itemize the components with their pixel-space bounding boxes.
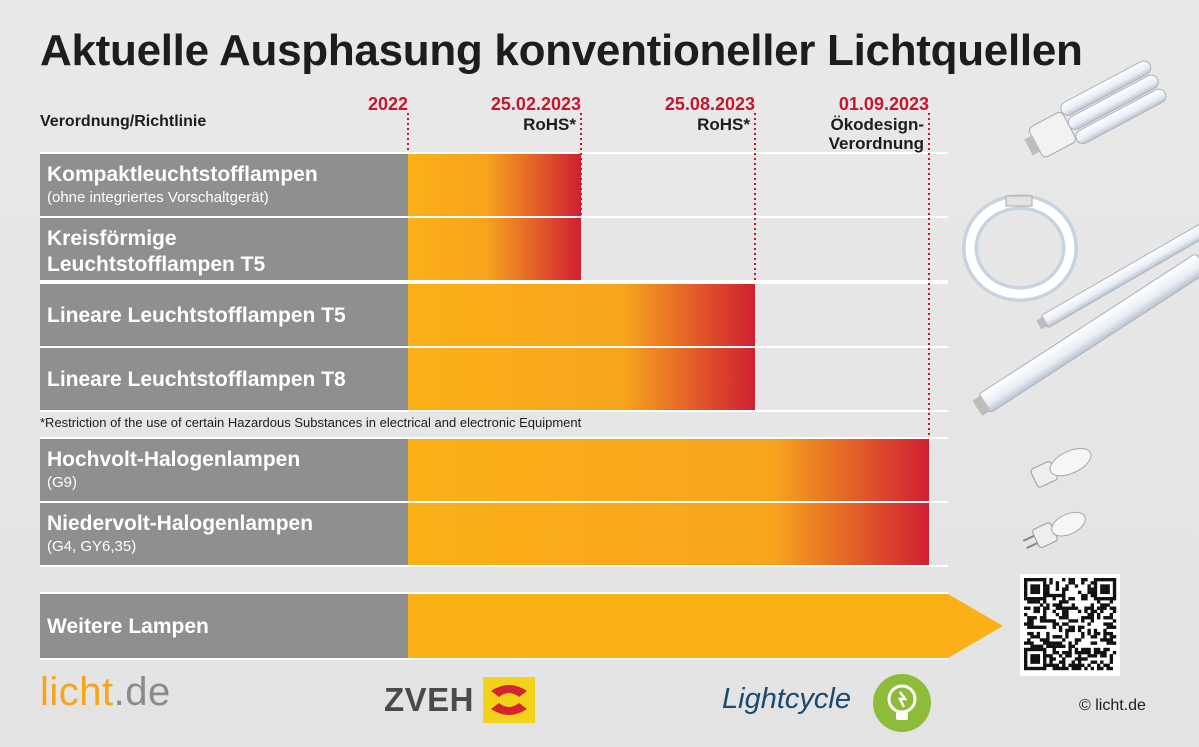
chart-row: Weitere Lampen [40,592,1003,660]
row-label: Hochvolt-Halogenlampen [47,448,300,471]
chart-row: Kreisförmige Leuchtstofflampen T5 [40,216,948,282]
row-label: Kreisförmige [47,227,177,250]
copyright: © licht.de [1079,697,1146,714]
row-label-box [40,503,408,565]
chart-row: Kompaktleuchtstofflampen (ohne integriert… [40,152,948,218]
milestone-note: RoHS* [697,115,750,134]
row-label-box [40,439,408,501]
bar [408,218,581,280]
zveh-logo: ZVEH [384,681,475,718]
column-header: Verordnung/Richtlinie [40,113,207,130]
milestone: 2022 [368,94,409,152]
lightcycle-logo: Lightcycle [722,683,851,715]
row-sublabel: (ohne integriertes Vorschaltgerät) [47,189,269,206]
row-sublabel: (G9) [47,474,77,491]
row-sublabel: (G4, GY6,35) [47,538,136,555]
g9-halogen-icon [1030,448,1092,488]
licht-logo-part: licht [40,670,114,714]
lightcycle-logo-icon [873,674,931,732]
bar [408,439,929,501]
de-logo-part: .de [113,670,171,714]
milestone-note: Verordnung [829,134,924,153]
chart-row: Niedervolt-Halogenlampen (G4, GY6,35) [40,501,948,567]
milestone-note: RoHS* [523,115,576,134]
row-label-box [40,348,408,410]
milestone-date: 2022 [368,94,408,114]
compact-fluorescent-lamp-icon [1024,60,1167,158]
t8-tube-icon [972,254,1199,416]
chart-row: Lineare Leuchtstofflampen T8 [40,346,948,412]
row-label-box [40,594,408,658]
row-label: Niedervolt-Halogenlampen [47,512,313,535]
milestone-date: 25.02.2023 [491,94,581,114]
qr-code-icon[interactable] [1020,574,1120,676]
milestone-note: Ökodesign- [830,115,924,134]
row-label: Lineare Leuchtstofflampen T5 [47,304,346,327]
milestone-date: 01.09.2023 [839,94,929,114]
bar [408,284,755,346]
row-label: Lineare Leuchtstofflampen T8 [47,368,346,391]
chart-title: Aktuelle Ausphasung konventioneller Lich… [40,26,1083,75]
zveh-logo-icon [483,677,535,723]
row-label-box [40,218,408,280]
row-label-box [40,154,408,216]
row-label-box [40,284,408,346]
bar [408,503,929,565]
footnote: *Restriction of the use of certain Hazar… [40,415,582,430]
row-label: Weitere Lampen [47,615,209,638]
milestone-date: 25.08.2023 [665,94,755,114]
circular-fluorescent-lamp-icon [962,194,1078,302]
chart-row: Lineare Leuchtstofflampen T5 [40,282,948,348]
licht-de-logo[interactable]: licht.de [40,670,171,715]
bar [408,348,755,410]
chart-row: Hochvolt-Halogenlampen (G9) [40,437,948,503]
bar [408,154,581,216]
row-sublabel: Leuchtstofflampen T5 [47,253,266,276]
t5-tube-icon [1036,221,1199,330]
row-label: Kompaktleuchtstofflampen [47,163,318,186]
g4-halogen-icon [1022,511,1086,549]
bar-open-ended [408,594,1003,658]
